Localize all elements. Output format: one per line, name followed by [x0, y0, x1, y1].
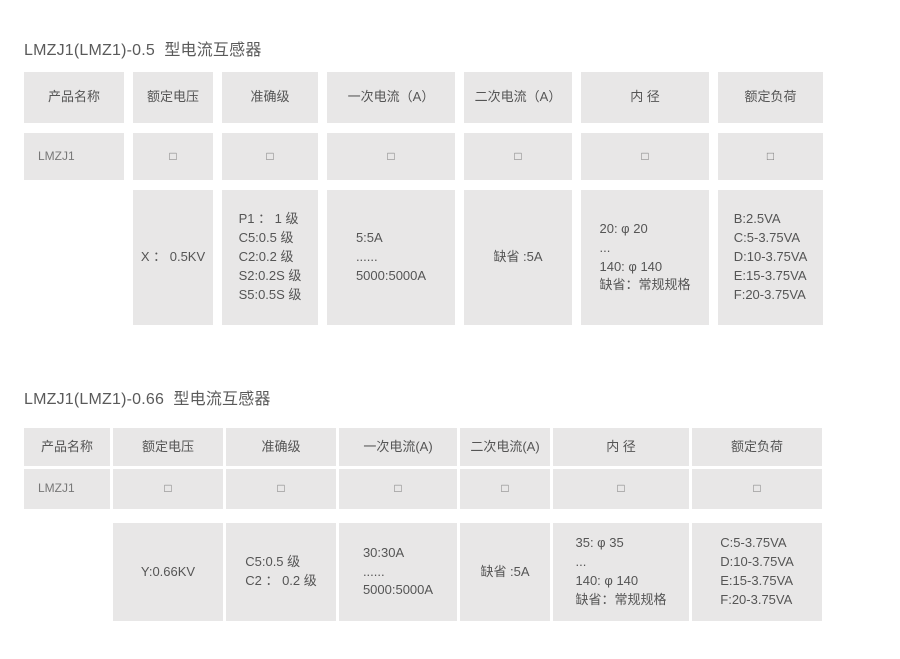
cell-box-secondary-current: □ — [460, 469, 550, 509]
detail-text: 35: φ 35 ... 140: φ 140 缺省：常规规格 — [575, 535, 667, 607]
header-label: 二次电流(A) — [470, 438, 540, 454]
spec-table-lmzj1-066: 产品名称 额定电压 准确级 一次电流(A) 二次电流(A) 内 径 额定负荷 — [24, 428, 822, 621]
spec-table-lmzj1-05: 产品名称 额定电压 准确级 一次电流（A） 二次电流（A） 内 径 额定负荷 — [24, 72, 823, 325]
placeholder-box-icon: □ — [394, 481, 402, 496]
cell-box-rated-voltage: □ — [113, 469, 223, 509]
header-cell-inner-diameter: 内 径 — [581, 72, 709, 123]
header-cell-primary-current: 一次电流(A) — [339, 428, 457, 466]
placeholder-box-icon: □ — [766, 148, 775, 163]
detail-text: C:5-3.75VA D:10-3.75VA E:15-3.75VA F:20-… — [720, 535, 794, 607]
cell-detail-inner-diameter: 20: φ 20 ... 140: φ 140 缺省：常规规格 — [581, 190, 709, 325]
header-cell-inner-diameter: 内 径 — [553, 428, 689, 466]
placeholder-box-icon: □ — [617, 481, 625, 496]
placeholder-box-icon: □ — [753, 481, 761, 496]
table-header-row: 产品名称 额定电压 准确级 一次电流（A） 二次电流（A） 内 径 额定负荷 — [24, 72, 823, 123]
header-cell-rated-voltage: 额定电压 — [113, 428, 223, 466]
header-label: 准确级 — [261, 438, 301, 454]
detail-text: P1 ： 1 级 C5:0.5 级 C2:0.2 级 S2:0.2S 级 S5:… — [238, 211, 302, 302]
header-label: 一次电流（A） — [347, 89, 435, 105]
cell-box-accuracy-class: □ — [226, 469, 336, 509]
placeholder-box-icon: □ — [277, 481, 285, 496]
model-label: LMZJ1 — [38, 481, 75, 496]
section-title-lmzj1-066: LMZJ1(LMZ1)-0.66 型电流互感器 — [24, 391, 271, 408]
header-label: 内 径 — [630, 89, 660, 105]
placeholder-box-icon: □ — [266, 148, 274, 163]
cell-detail-rated-voltage: Y:0.66KV — [113, 523, 223, 621]
placeholder-box-icon: □ — [514, 148, 522, 163]
cell-box-inner-diameter: □ — [581, 133, 709, 180]
header-cell-secondary-current: 二次电流（A） — [464, 72, 572, 123]
detail-text: X ： 0.5KV — [140, 249, 206, 265]
cell-detail-inner-diameter: 35: φ 35 ... 140: φ 140 缺省：常规规格 — [553, 523, 689, 621]
cell-detail-accuracy-class: C5:0.5 级 C2 ： 0.2 级 — [226, 523, 336, 621]
header-label: 产品名称 — [47, 89, 100, 105]
header-label: 额定负荷 — [730, 438, 783, 454]
cell-box-secondary-current: □ — [464, 133, 572, 180]
model-label: LMZJ1 — [38, 148, 75, 163]
detail-text: C5:0.5 级 C2 ： 0.2 级 — [245, 554, 317, 588]
cell-detail-rated-voltage: X ： 0.5KV — [133, 190, 213, 325]
header-label: 额定负荷 — [744, 89, 797, 105]
header-cell-product-name: 产品名称 — [24, 72, 124, 123]
cell-box-rated-load: □ — [692, 469, 822, 509]
header-cell-rated-load: 额定负荷 — [692, 428, 822, 466]
header-cell-accuracy-class: 准确级 — [222, 72, 318, 123]
cell-detail-rated-load: C:5-3.75VA D:10-3.75VA E:15-3.75VA F:20-… — [692, 523, 822, 621]
table-row: LMZJ1 □ □ □ □ □ □ — [24, 133, 823, 180]
table-row-details: Y:0.66KV C5:0.5 级 C2 ： 0.2 级 30:30A ....… — [24, 523, 822, 621]
cell-detail-rated-load: B:2.5VA C:5-3.75VA D:10-3.75VA E:15-3.75… — [718, 190, 823, 325]
detail-text: 20: φ 20 ... 140: φ 140 缺省：常规规格 — [599, 220, 691, 293]
cell-detail-secondary-current: 缺省 :5A — [464, 190, 572, 325]
cell-detail-primary-current: 5:5A ...... 5000:5000A — [327, 190, 455, 325]
header-label: 一次电流(A) — [363, 438, 433, 454]
placeholder-box-icon: □ — [501, 481, 509, 496]
header-cell-product-name: 产品名称 — [24, 428, 110, 466]
header-label: 产品名称 — [40, 438, 93, 454]
header-label: 二次电流（A） — [474, 89, 562, 105]
cell-model-name: LMZJ1 — [24, 469, 110, 509]
cell-detail-spacer — [24, 523, 110, 621]
placeholder-box-icon: □ — [164, 481, 172, 496]
cell-model-name: LMZJ1 — [24, 133, 124, 180]
cell-box-primary-current: □ — [339, 469, 457, 509]
header-label: 额定电压 — [141, 438, 194, 454]
cell-detail-secondary-current: 缺省 :5A — [460, 523, 550, 621]
header-cell-secondary-current: 二次电流(A) — [460, 428, 550, 466]
cell-box-rated-load: □ — [718, 133, 823, 180]
header-cell-rated-voltage: 额定电压 — [133, 72, 213, 123]
detail-text: 30:30A ...... 5000:5000A — [362, 544, 434, 598]
detail-text: 5:5A ...... 5000:5000A — [355, 230, 427, 283]
placeholder-box-icon: □ — [387, 148, 395, 163]
cell-detail-primary-current: 30:30A ...... 5000:5000A — [339, 523, 457, 621]
table-row-details: X ： 0.5KV P1 ： 1 级 C5:0.5 级 C2:0.2 级 S2:… — [24, 190, 823, 325]
header-label: 额定电压 — [146, 89, 199, 105]
table-header-row: 产品名称 额定电压 准确级 一次电流(A) 二次电流(A) 内 径 额定负荷 — [24, 428, 822, 466]
cell-detail-accuracy-class: P1 ： 1 级 C5:0.5 级 C2:0.2 级 S2:0.2S 级 S5:… — [222, 190, 318, 325]
cell-box-rated-voltage: □ — [133, 133, 213, 180]
header-cell-rated-load: 额定负荷 — [718, 72, 823, 123]
header-cell-accuracy-class: 准确级 — [226, 428, 336, 466]
cell-detail-spacer — [24, 190, 124, 325]
placeholder-box-icon: □ — [641, 148, 649, 163]
cell-box-accuracy-class: □ — [222, 133, 318, 180]
header-cell-primary-current: 一次电流（A） — [327, 72, 455, 123]
detail-text: 缺省 :5A — [480, 563, 530, 579]
header-label: 内 径 — [606, 438, 636, 454]
cell-box-primary-current: □ — [327, 133, 455, 180]
detail-text: Y:0.66KV — [140, 563, 196, 579]
cell-box-inner-diameter: □ — [553, 469, 689, 509]
detail-text: 缺省 :5A — [493, 249, 543, 265]
table-row: LMZJ1 □ □ □ □ □ □ — [24, 469, 822, 509]
header-label: 准确级 — [250, 89, 290, 105]
section-title-lmzj1-05: LMZJ1(LMZ1)-0.5 型电流互感器 — [24, 42, 262, 59]
detail-text: B:2.5VA C:5-3.75VA D:10-3.75VA E:15-3.75… — [733, 211, 808, 302]
placeholder-box-icon: □ — [169, 148, 177, 163]
